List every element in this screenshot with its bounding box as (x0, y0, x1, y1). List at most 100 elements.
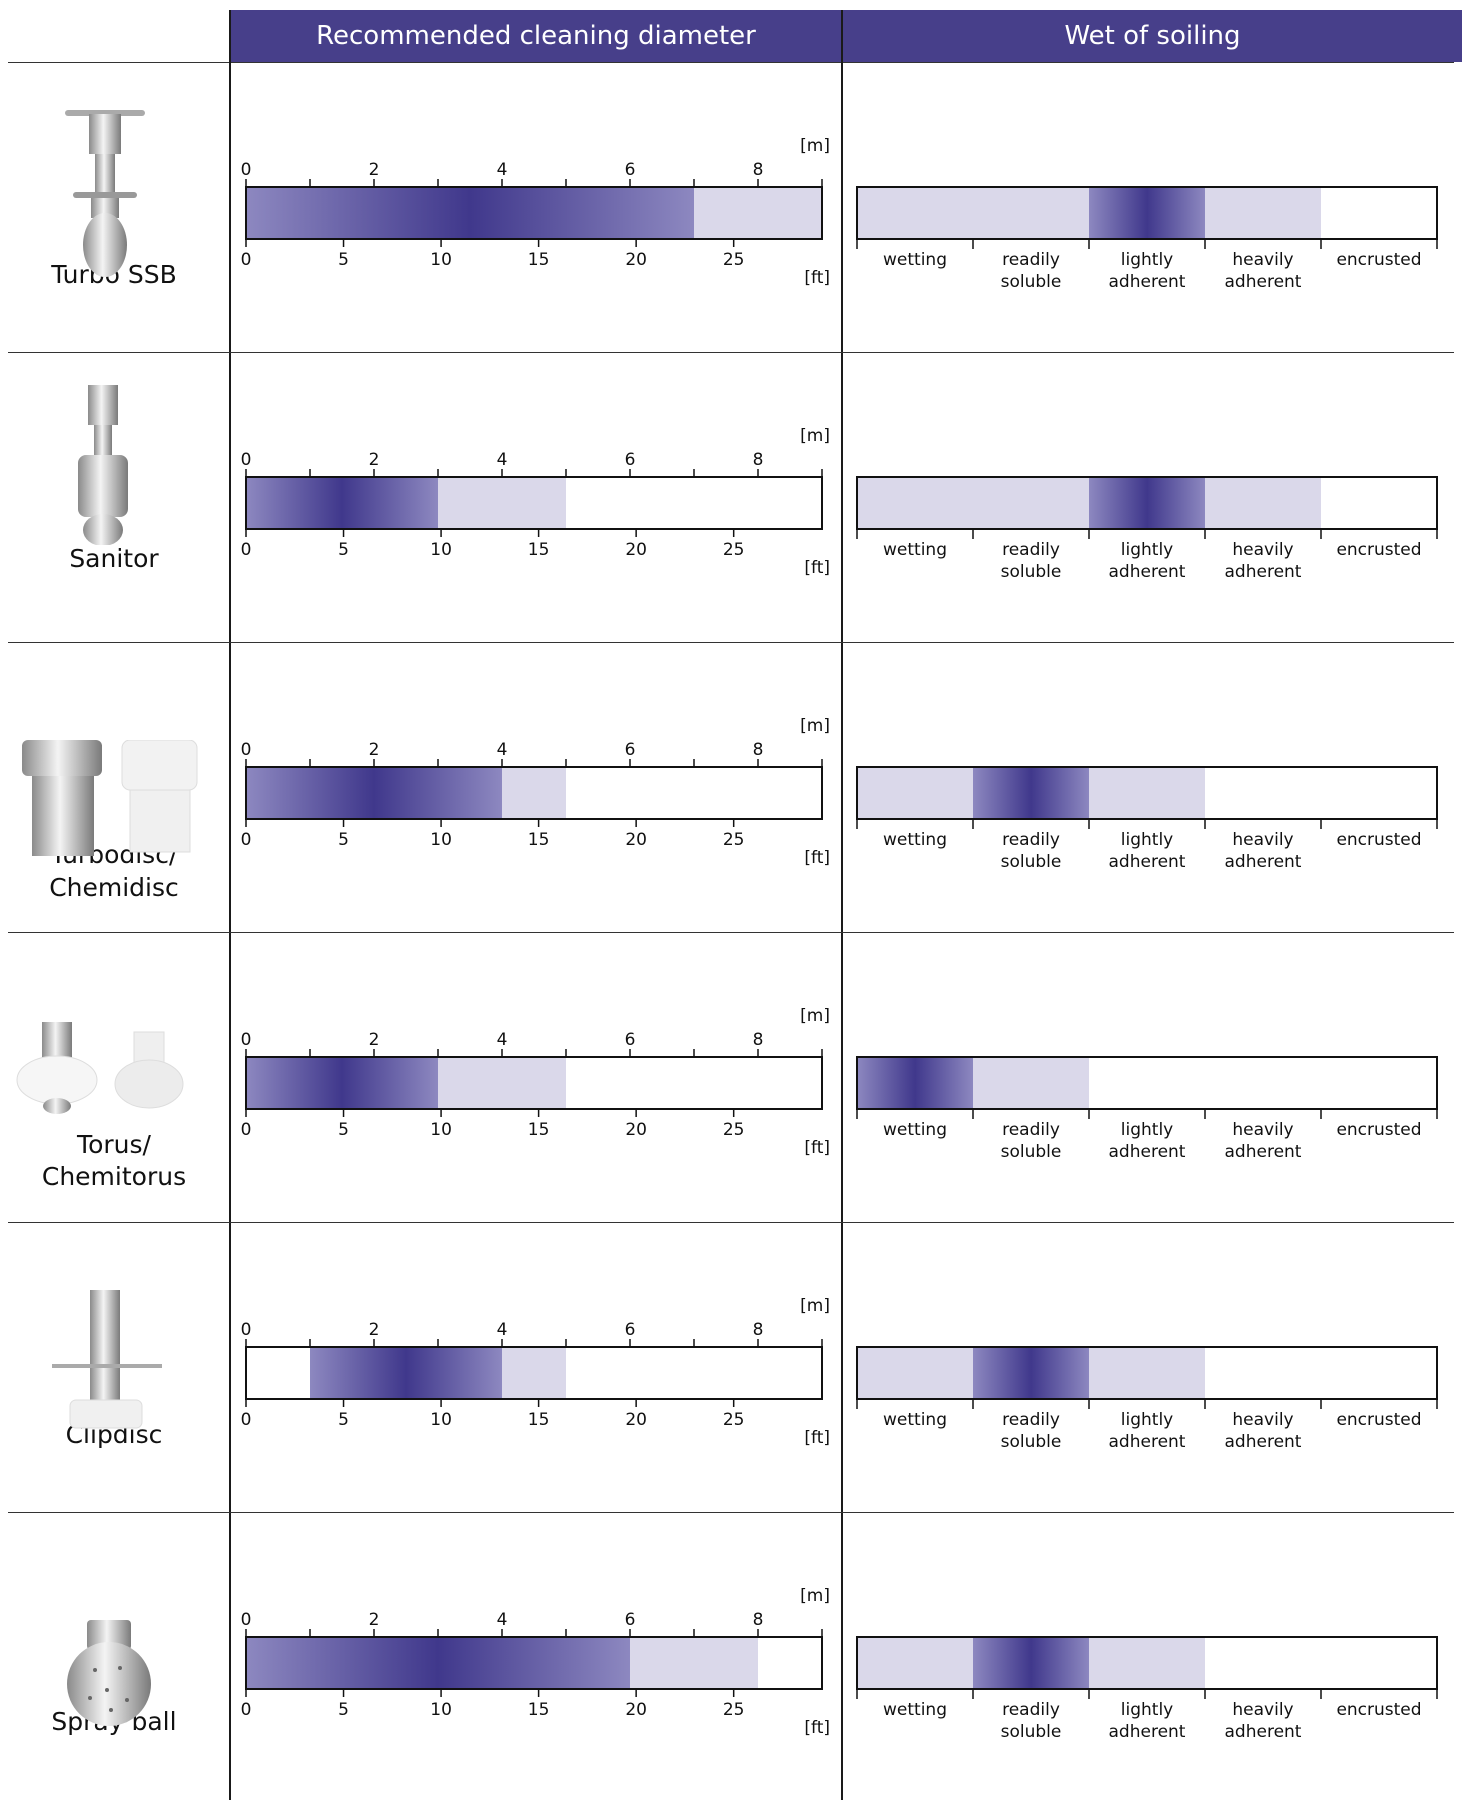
ft-tick-label: 15 (528, 250, 550, 270)
ft-tick-label: 20 (625, 250, 647, 270)
diameter-chart: 0 2 4 6 8 [m] 0 5 10 15 20 25 [ft] (241, 1006, 830, 1158)
ft-tick-label: 25 (723, 540, 745, 560)
soiling-category-label: readily (1002, 250, 1060, 270)
soiling-chart: wetting readilysolublelightlyadherentheav… (856, 1636, 1438, 1742)
row-divider (8, 932, 1454, 933)
product-name: Chemitorus (41, 1162, 187, 1191)
m-unit-label: [m] (800, 1296, 830, 1316)
ft-unit-label: [ft] (804, 268, 830, 288)
soiling-frame (856, 1636, 1438, 1690)
soiling-category-label: adherent (1109, 852, 1186, 872)
soiling-category-label: wetting (883, 1700, 947, 1720)
diameter-recommended-bar (246, 1057, 438, 1109)
ft-tick-label: 20 (625, 1410, 647, 1430)
ft-tick-label: 0 (241, 830, 252, 850)
soiling-chart: wetting readilysolublelightlyadherentheav… (856, 1056, 1438, 1162)
product-name: Sanitor (69, 544, 159, 573)
m-tick-label: 6 (625, 740, 636, 760)
ft-tick-label: 10 (430, 1410, 452, 1430)
diameter-recommended-bar (246, 767, 502, 819)
soiling-category-label: wetting (883, 1120, 947, 1140)
ft-tick-label: 15 (528, 540, 550, 560)
soiling-category-label: adherent (1109, 562, 1186, 582)
soiling-category-label: readily (1002, 1700, 1060, 1720)
m-tick-label: 8 (753, 740, 764, 760)
m-tick-label: 0 (241, 450, 252, 470)
m-tick-label: 4 (497, 450, 508, 470)
m-tick-label: 2 (369, 1030, 380, 1050)
ft-tick-label: 25 (723, 1120, 745, 1140)
ft-tick-label: 5 (338, 1120, 349, 1140)
m-tick-label: 6 (625, 160, 636, 180)
column-divider-right (841, 10, 843, 1800)
soiling-category-label: encrusted (1336, 540, 1421, 560)
row-divider (8, 1222, 1454, 1223)
sanitor-nozzle (78, 385, 128, 545)
diameter-frame (245, 186, 823, 240)
m-tick-label: 8 (753, 160, 764, 180)
m-unit-label: [m] (800, 1006, 830, 1026)
m-tick-label: 6 (625, 1610, 636, 1630)
soiling-chart: wetting readilysolublelightlyadherentheav… (856, 186, 1438, 292)
soiling-category-label: wetting (883, 1410, 947, 1430)
soiling-category-label: soluble (1001, 852, 1062, 872)
soiling-category-label: lightly (1121, 1700, 1173, 1720)
soiling-category-label: adherent (1225, 1722, 1302, 1742)
ft-tick-label: 10 (430, 830, 452, 850)
m-tick-label: 8 (753, 1610, 764, 1630)
soiling-category-label: adherent (1225, 852, 1302, 872)
soiling-category-label: heavily (1232, 830, 1293, 850)
m-tick-label: 2 (369, 450, 380, 470)
soiling-category-label: lightly (1121, 830, 1173, 850)
soiling-category-label: soluble (1001, 1432, 1062, 1452)
ft-unit-label: [ft] (804, 1718, 830, 1738)
soiling-chart: wetting readilysolublelightlyadherentheav… (856, 1346, 1438, 1452)
header-recommended-cleaning-diameter: Recommended cleaning diameter (231, 10, 841, 62)
m-tick-label: 4 (497, 1320, 508, 1340)
soiling-category-label: adherent (1225, 1142, 1302, 1162)
m-tick-label: 2 (369, 160, 380, 180)
diameter-chart: 0 2 4 6 8 [m] 0 5 10 15 20 25 [ft] (241, 426, 830, 578)
m-unit-label: [m] (800, 1586, 830, 1606)
ft-unit-label: [ft] (804, 1138, 830, 1158)
soiling-category-label: encrusted (1336, 1410, 1421, 1430)
ft-tick-label: 20 (625, 540, 647, 560)
soiling-category-label: lightly (1121, 1410, 1173, 1430)
spray-ball-nozzle (67, 1620, 151, 1726)
soiling-recommended-bar (857, 1057, 973, 1109)
row-divider (8, 1512, 1454, 1513)
m-tick-label: 6 (625, 450, 636, 470)
soiling-category-label: encrusted (1336, 830, 1421, 850)
ft-tick-label: 5 (338, 250, 349, 270)
diameter-frame (245, 766, 823, 820)
soiling-category-label: heavily (1232, 250, 1293, 270)
soiling-category-label: adherent (1109, 1142, 1186, 1162)
m-unit-label: [m] (800, 716, 830, 736)
soiling-frame (856, 766, 1438, 820)
soiling-frame (856, 1346, 1438, 1400)
header-diameter-label: Recommended cleaning diameter (316, 21, 756, 51)
m-tick-label: 2 (369, 1320, 380, 1340)
soiling-category-label: encrusted (1336, 1120, 1421, 1140)
soiling-category-label: soluble (1001, 1722, 1062, 1742)
ft-tick-label: 0 (241, 1410, 252, 1430)
soiling-category-label: adherent (1109, 1432, 1186, 1452)
soiling-category-label: adherent (1225, 1432, 1302, 1452)
m-tick-label: 4 (497, 160, 508, 180)
product-name: Chemidisc (49, 873, 179, 902)
soiling-category-label: adherent (1225, 562, 1302, 582)
soiling-chart: wetting readilysolublelightlyadherentheav… (856, 766, 1438, 872)
soiling-category-label: soluble (1001, 1142, 1062, 1162)
ft-tick-label: 25 (723, 1410, 745, 1430)
soiling-category-label: wetting (883, 250, 947, 270)
ft-tick-label: 10 (430, 1120, 452, 1140)
m-tick-label: 4 (497, 740, 508, 760)
soiling-category-label: heavily (1232, 1120, 1293, 1140)
m-tick-label: 8 (753, 1320, 764, 1340)
m-tick-label: 2 (369, 740, 380, 760)
soiling-category-label: encrusted (1336, 1700, 1421, 1720)
ft-tick-label: 15 (528, 1410, 550, 1430)
soiling-frame (856, 186, 1438, 240)
row-divider (8, 352, 1454, 353)
diameter-recommended-bar (246, 1637, 630, 1689)
